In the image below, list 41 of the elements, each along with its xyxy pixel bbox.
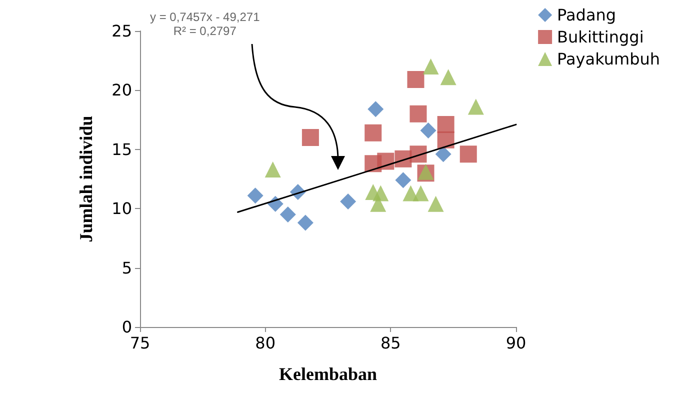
point [302,129,319,146]
point [247,188,264,204]
point [435,146,452,162]
legend-label: Bukittinggi [557,28,644,46]
point [407,71,424,88]
point [368,101,384,118]
y-axis-title: Jumlah individu [76,116,96,242]
x-tick-label: 85 [380,334,401,352]
legend-label: Payakumbuh [557,50,660,68]
point [395,172,412,188]
point [460,146,477,163]
point [297,214,314,231]
point [377,152,394,170]
point [340,193,356,210]
x-axis-title: Kelembaban [278,364,378,384]
x-tick-label: 80 [255,334,276,352]
y-tick-label: 0 [122,318,132,336]
y-tick-label: 15 [112,140,132,159]
point [420,122,436,138]
point [364,124,382,142]
point [422,58,439,75]
text: y = 0,7457x - 49,271 [150,10,260,24]
point [280,206,296,223]
point [412,185,429,202]
point [440,69,456,86]
y-tick-label: 5 [122,258,132,278]
y-tick-label: 25 [112,22,132,40]
annotation: R² = 0,2797 [172,24,238,38]
x-tick-label: 90 [506,334,526,352]
point [264,162,281,178]
point [437,116,454,134]
legend-label: Padang [557,6,616,24]
point [437,131,454,148]
x-tick-label: 75 [130,334,150,352]
point [410,146,427,163]
point [410,105,427,122]
point [428,196,444,212]
point [370,196,386,212]
y-tick-label: 10 [112,199,132,218]
point [468,98,484,115]
y-tick-label: 20 [112,80,132,100]
